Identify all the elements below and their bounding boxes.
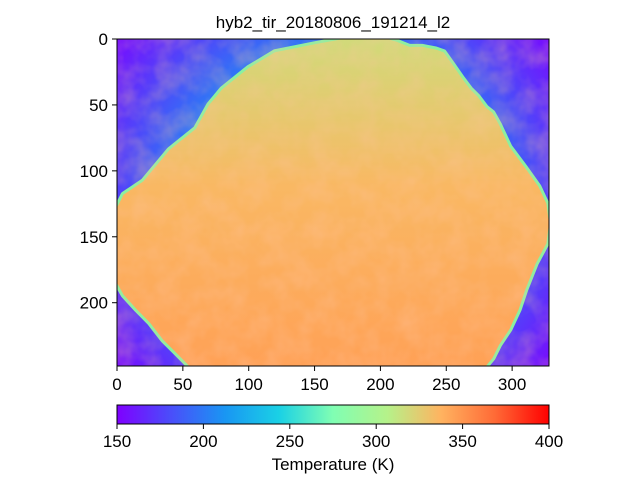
colorbar-gradient: [116, 404, 550, 425]
colorbar-tick-label: 200: [189, 432, 217, 451]
x-tick-label: 250: [432, 375, 460, 394]
colorbar-tick-label: 400: [535, 432, 563, 451]
plot-frame: [116, 38, 550, 367]
colorbar-tick-label: 300: [362, 432, 390, 451]
x-tick-label: 100: [235, 375, 263, 394]
x-tick-label: 0: [112, 375, 121, 394]
y-tick-label: 150: [80, 228, 108, 247]
y-axis: 0 50 100 150 200: [80, 30, 117, 313]
x-tick-label: 150: [300, 375, 328, 394]
y-tick-label: 200: [80, 294, 108, 313]
surface-texture: [117, 39, 549, 366]
chart-title: hyb2_tir_20180806_191214_l2: [216, 13, 450, 32]
x-axis: 0 50 100 150 200 250 300: [112, 366, 526, 394]
x-tick-label: 300: [498, 375, 526, 394]
colorbar-tick-label: 150: [103, 432, 131, 451]
colorbar-tick-label: 350: [448, 432, 476, 451]
y-tick-label: 50: [89, 96, 108, 115]
colorbar-label: Temperature (K): [272, 455, 395, 474]
colorbar-ticks: 150 200 250 300 350 400: [103, 424, 563, 451]
x-tick-label: 50: [173, 375, 192, 394]
x-tick-label: 200: [366, 375, 394, 394]
colorbar: 150 200 250 300 350 400 Temperature (K): [103, 404, 563, 474]
y-tick-label: 100: [80, 162, 108, 181]
colorbar-tick-label: 250: [276, 432, 304, 451]
y-tick-label: 0: [99, 30, 108, 49]
plot-area: [117, 39, 549, 366]
